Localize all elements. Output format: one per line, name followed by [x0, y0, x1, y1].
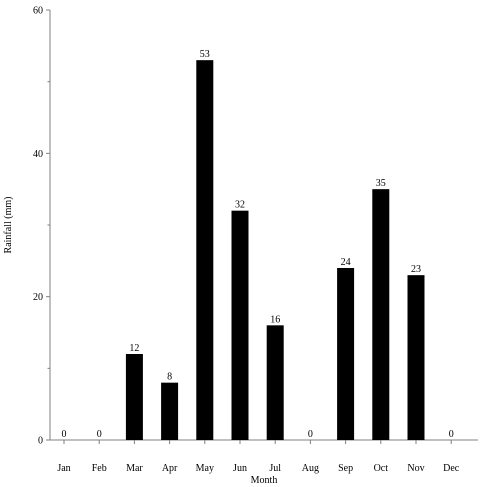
- bar-jul: [266, 325, 284, 440]
- bar-value-label: 0: [308, 429, 313, 440]
- x-tick-label: Oct: [374, 463, 389, 474]
- x-axis-title: Month: [251, 475, 278, 486]
- bar-value-label: 0: [449, 429, 454, 440]
- y-tick-label: 20: [33, 292, 43, 303]
- x-tick-label: May: [196, 463, 214, 474]
- bar-value-label: 23: [411, 264, 421, 275]
- x-ticks: [63, 440, 452, 444]
- bar-value-label: 8: [167, 372, 172, 383]
- x-tick-label: Dec: [443, 463, 460, 474]
- bar-value-label: 0: [97, 429, 102, 440]
- bar-value-label: 35: [376, 178, 386, 189]
- x-tick-label: Feb: [92, 463, 107, 474]
- y-ticks: 0 20 40 60: [33, 6, 50, 447]
- bar-oct: [372, 189, 390, 440]
- y-tick-label: 0: [38, 436, 43, 447]
- x-tick-label: Mar: [126, 463, 143, 474]
- x-tick-label: Apr: [162, 463, 178, 474]
- bar-value-label: 53: [200, 49, 210, 60]
- bar-jun: [231, 210, 249, 440]
- bar-value-label: 16: [270, 314, 280, 325]
- bar-value-label: 24: [341, 257, 351, 268]
- x-tick-label: Jan: [57, 463, 70, 474]
- bar-may: [196, 60, 214, 441]
- x-tick-label: Jul: [269, 463, 281, 474]
- bars: [125, 60, 425, 441]
- bar-apr: [161, 382, 179, 440]
- bar-value-label: 12: [129, 343, 139, 354]
- x-tick-label: Sep: [338, 463, 353, 474]
- y-axis-title: Rainfall (mm): [3, 197, 14, 254]
- x-tick-label: Nov: [407, 463, 424, 474]
- y-minor-ticks: [47, 81, 50, 369]
- bar-sep: [337, 268, 355, 440]
- x-tick-label: Jun: [233, 463, 247, 474]
- bar-value-label: 32: [235, 200, 245, 211]
- bar-mar: [125, 354, 143, 440]
- bar-nov: [407, 275, 425, 440]
- bar-value-label: 0: [62, 429, 67, 440]
- x-tick-label: Aug: [302, 463, 319, 474]
- y-tick-label: 40: [33, 149, 43, 160]
- x-tick-labels: Jan Feb Mar Apr May Jun Jul Aug Sep Oct Nov Dec: [57, 463, 459, 474]
- y-tick-label: 60: [33, 6, 43, 17]
- bar-labels: 0 0 12 8 53 32 16 0 24 35 23 0: [62, 49, 454, 440]
